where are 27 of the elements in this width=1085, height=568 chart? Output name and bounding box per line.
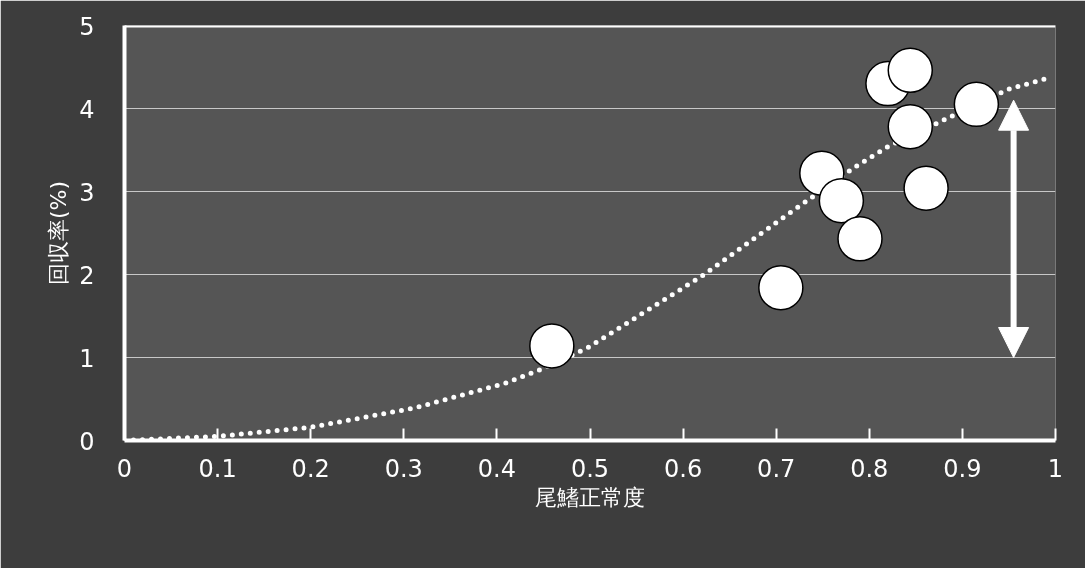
point xyxy=(887,47,934,94)
y-tick-label: 5 xyxy=(79,12,95,41)
x-tick-label: 0.9 xyxy=(943,454,982,483)
x-tick-label: 0 xyxy=(116,454,133,483)
y-tick-label: 0 xyxy=(79,427,95,456)
y-tick-label: 4 xyxy=(79,95,95,124)
point xyxy=(758,265,804,311)
x-axis-title: 尾鰭正常度 xyxy=(535,484,645,510)
y-axis-title: 回収率(%) xyxy=(46,180,72,286)
x-tick-label: 0.7 xyxy=(757,454,796,483)
y-tick-label: 2 xyxy=(79,261,95,290)
y-tick-label: 3 xyxy=(79,178,95,207)
x-tick-label: 0.3 xyxy=(384,454,423,483)
point xyxy=(837,216,883,262)
x-tick-label: 0.1 xyxy=(198,454,237,483)
x-tick-label: 0.6 xyxy=(664,454,703,483)
x-tick-label: 0.8 xyxy=(850,454,889,483)
point xyxy=(953,81,1000,128)
x-tick-label: 0.5 xyxy=(570,454,610,483)
x-tick-label: 0.4 xyxy=(477,454,516,483)
point xyxy=(529,323,575,369)
x-tick-label: 0.2 xyxy=(291,454,330,483)
y-tick-label: 1 xyxy=(79,344,95,373)
point xyxy=(903,165,949,211)
point xyxy=(887,104,934,150)
point xyxy=(818,177,865,224)
x-tick-label: 1 xyxy=(1047,454,1064,483)
